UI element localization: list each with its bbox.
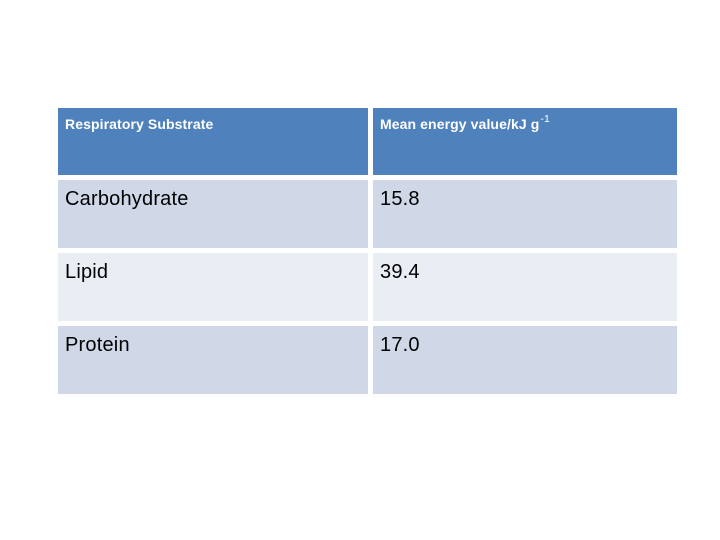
table-cell-substrate-protein: Protein [58,326,368,394]
header-energy-label: Mean energy value/kJ g [380,116,540,132]
table-cell-substrate-lipid: Lipid [58,253,368,321]
table-cell-value-carbohydrate: 15.8 [373,180,677,248]
table-header-respiratory-substrate: Respiratory Substrate [58,108,368,175]
table-header-mean-energy-value: Mean energy value/kJ g-1 [373,108,677,175]
energy-values-table: Respiratory Substrate Mean energy value/… [58,108,677,394]
table-cell-value-lipid: 39.4 [373,253,677,321]
table-cell-value-protein: 17.0 [373,326,677,394]
header-energy-exponent: -1 [540,113,550,126]
table-cell-substrate-carbohydrate: Carbohydrate [58,180,368,248]
